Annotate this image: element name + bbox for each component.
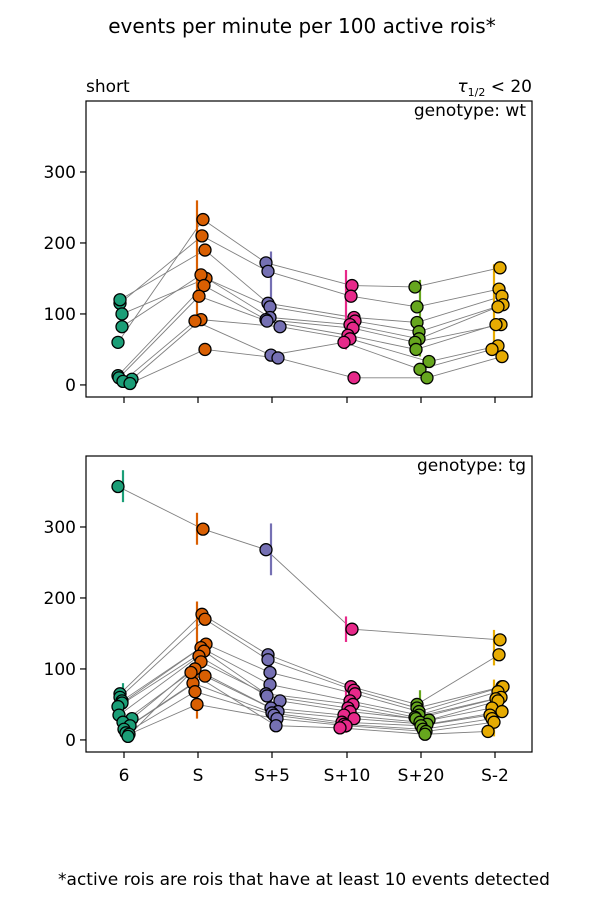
data-point: [184, 665, 198, 680]
plot-frame: [85, 100, 533, 398]
data-point: [198, 342, 212, 357]
data-point: [409, 342, 423, 357]
data-point: [413, 362, 427, 376]
x-tick-label: S: [193, 766, 204, 786]
series-line: [117, 650, 502, 718]
data-point: [422, 354, 436, 369]
data-point: [271, 351, 285, 365]
data-point: [123, 376, 137, 391]
x-tick-label: S+5: [254, 766, 290, 786]
data-point: [347, 371, 361, 385]
series-line: [117, 284, 502, 377]
figure-title: events per minute per 100 active rois*: [108, 14, 495, 38]
series-line: [121, 274, 499, 340]
series-line: [131, 319, 499, 380]
data-point: [344, 289, 358, 303]
y-tick-label: 300: [44, 163, 76, 183]
data-point: [493, 633, 507, 647]
data-point: [111, 335, 125, 349]
data-point: [485, 342, 499, 357]
data-point: [198, 243, 212, 257]
top-panel: short τ1/2 < 20 genotype: wt 0 100 200 300: [44, 77, 533, 403]
bottom-panel-genotype-label: genotype: tg: [417, 456, 526, 476]
data-point: [489, 317, 503, 332]
data-point: [345, 622, 359, 636]
tau-subscript: 1/2: [468, 86, 486, 99]
y-tick-label: 300: [44, 518, 76, 538]
plot-frame: [85, 455, 533, 753]
data-point: [111, 479, 125, 494]
x-tick-label: S+10: [324, 766, 371, 786]
data-point: [337, 335, 351, 349]
series-line: [121, 647, 499, 716]
y-tick-label: 0: [65, 376, 76, 396]
data-point: [261, 264, 275, 279]
data-point: [190, 697, 204, 712]
series-line: [122, 320, 493, 382]
data-point: [263, 665, 277, 680]
series-line: [121, 277, 504, 333]
data-point: [420, 371, 434, 385]
tau-symbol: τ: [457, 77, 468, 97]
data-point: [481, 724, 495, 739]
x-tick-label: S+20: [398, 766, 445, 786]
data-point: [260, 689, 274, 703]
data-point: [261, 653, 275, 667]
y-tick-label: 200: [44, 589, 76, 609]
series-line: [119, 618, 503, 709]
footnote: *active rois are rois that have at least…: [58, 870, 550, 890]
series-line: [117, 486, 501, 641]
series-line: [129, 348, 503, 384]
x-tick-label: S-2: [481, 766, 509, 786]
data-point: [491, 300, 505, 314]
series-line: [117, 218, 501, 343]
data-point: [197, 278, 211, 293]
data-point: [192, 289, 206, 303]
data-point: [115, 320, 129, 334]
y-tick-label: 0: [65, 731, 76, 751]
data-point: [188, 685, 202, 699]
data-point: [418, 727, 432, 741]
data-point: [198, 669, 212, 683]
tau-threshold: < 20: [485, 77, 532, 97]
top-panel-right-title: τ1/2 < 20: [457, 77, 532, 99]
data-point: [198, 612, 212, 626]
data-point: [188, 314, 202, 328]
data-point: [195, 229, 209, 243]
data-point: [487, 715, 501, 729]
data-point: [495, 349, 509, 364]
data-point: [495, 704, 509, 719]
series-line: [128, 703, 495, 735]
data-point: [115, 307, 129, 321]
data-point: [121, 729, 135, 744]
series-line: [119, 235, 500, 308]
bottom-panel: genotype: tg 0 100 200 300 6 S S+5 S+10 S+20 S-2: [44, 455, 533, 786]
data-point: [492, 648, 506, 662]
data-point: [269, 719, 283, 733]
top-panel-left-title: short: [86, 77, 130, 97]
data-point: [408, 280, 422, 294]
data-point: [273, 320, 287, 334]
series-line: [125, 691, 493, 734]
y-tick-label: 100: [44, 660, 76, 680]
series-line: [119, 613, 500, 705]
data-point: [196, 522, 210, 536]
series-line: [119, 249, 503, 323]
y-tick-label: 200: [44, 234, 76, 254]
data-point: [260, 314, 274, 328]
data-point: [113, 293, 127, 307]
data-point: [333, 721, 347, 735]
data-point: [410, 300, 424, 314]
y-tick-label: 100: [44, 305, 76, 325]
data-point: [259, 543, 273, 557]
series-line: [118, 295, 497, 379]
series-line: [127, 671, 489, 737]
data-point: [196, 212, 210, 227]
x-tick-label: 6: [119, 766, 130, 786]
data-point: [493, 261, 507, 275]
top-panel-genotype-label: genotype: wt: [414, 101, 526, 121]
